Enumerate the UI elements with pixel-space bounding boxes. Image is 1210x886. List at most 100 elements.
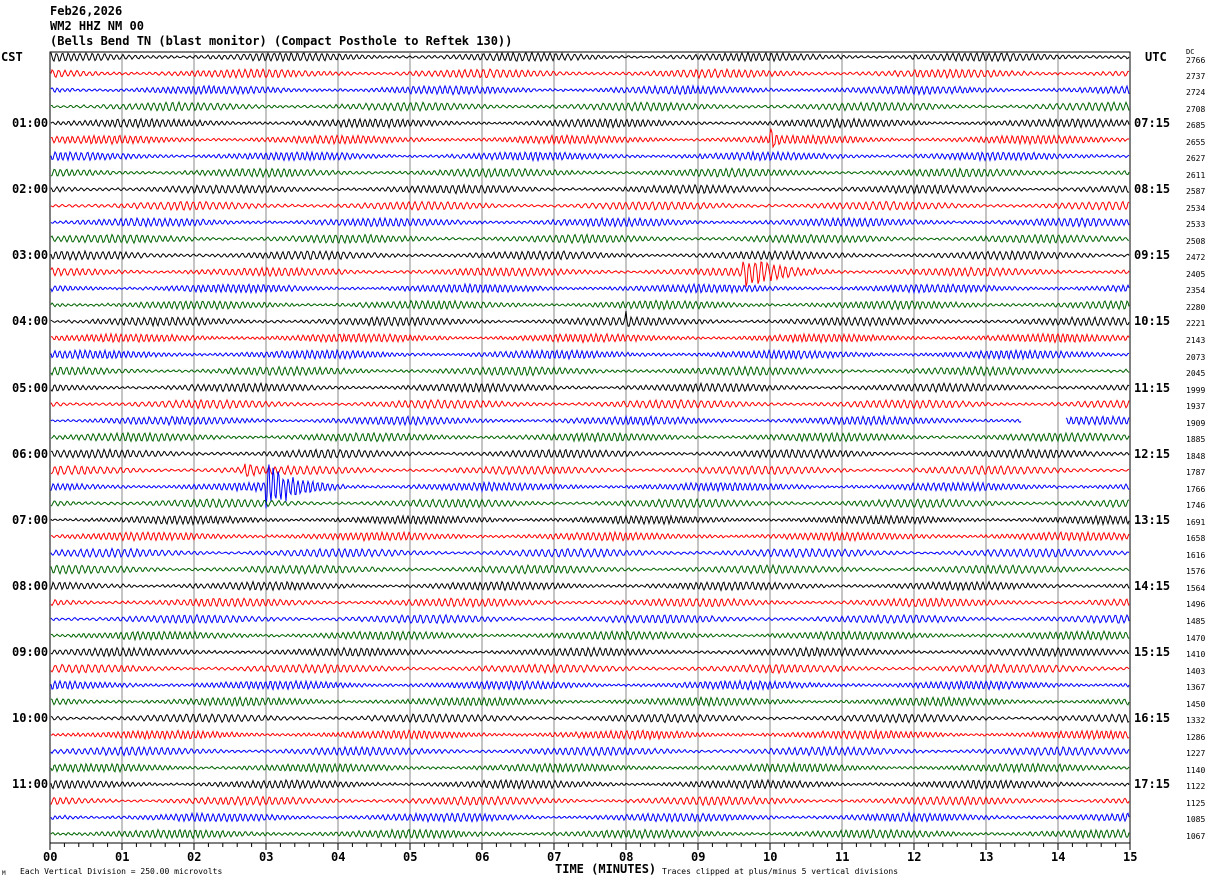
x-tick-label: 11 — [835, 850, 850, 864]
title-station: WM2 HHZ NM 00 — [50, 19, 144, 33]
dc-offset-label: 2724 — [1186, 88, 1206, 98]
dc-offset-label: 1122 — [1186, 782, 1206, 792]
seismic-trace — [50, 464, 1130, 509]
seismic-trace — [50, 530, 1130, 543]
utc-axis-title: UTC — [1145, 50, 1167, 64]
x-tick-label: 05 — [403, 850, 418, 864]
dc-offset-label: 2685 — [1186, 121, 1206, 131]
utc-time-label: 14:15 — [1134, 578, 1171, 593]
dc-offset-label: 2611 — [1186, 170, 1206, 180]
dc-offset-label: 1367 — [1186, 683, 1206, 693]
dc-offset-label: 2280 — [1186, 302, 1206, 312]
dc-offset-label: 2472 — [1186, 253, 1206, 263]
dc-offset-label: 2708 — [1186, 104, 1206, 114]
dc-offset-label: 1227 — [1186, 749, 1206, 759]
dc-offset-label: 1140 — [1186, 765, 1206, 775]
seismic-trace — [50, 745, 1130, 757]
seismic-trace — [50, 84, 1130, 96]
seismic-trace — [50, 795, 1130, 807]
dc-offset-label: 1937 — [1186, 402, 1206, 412]
seismic-trace — [50, 348, 1130, 361]
dc-offset-label: 2354 — [1186, 286, 1206, 296]
dc-offset-label: 1496 — [1186, 600, 1206, 610]
seismic-trace — [50, 828, 1130, 840]
dc-offset-label: 1403 — [1186, 666, 1206, 676]
dc-offset-label: 1848 — [1186, 451, 1206, 461]
dc-offset-label: 2766 — [1186, 56, 1206, 65]
seismic-trace — [50, 282, 1130, 295]
utc-time-label: 17:15 — [1134, 777, 1171, 792]
cst-time-label: 07:00 — [12, 512, 49, 527]
seismic-trace — [50, 200, 1130, 212]
x-tick-label: 15 — [1123, 850, 1138, 864]
seismic-trace — [50, 811, 1130, 824]
cst-time-label: 08:00 — [12, 578, 49, 593]
x-tick-label: 09 — [691, 850, 706, 864]
seismic-trace — [50, 563, 1130, 576]
dc-offset-label: 1564 — [1186, 583, 1206, 593]
x-tick-label: 03 — [259, 850, 274, 864]
dc-title: DC — [1186, 48, 1195, 56]
seismic-trace — [50, 761, 1130, 774]
seismic-trace — [50, 547, 1130, 559]
dc-offset-label: 2073 — [1186, 352, 1206, 362]
utc-time-label: 11:15 — [1134, 380, 1171, 395]
dc-offset-label: 1286 — [1186, 732, 1206, 742]
x-tick-label: 02 — [187, 850, 202, 864]
seismic-trace — [50, 299, 1130, 311]
utc-time-label: 07:15 — [1134, 116, 1171, 131]
seismic-trace — [50, 150, 1130, 163]
seismic-trace — [50, 100, 1130, 113]
dc-offset-label: 2627 — [1186, 154, 1206, 164]
dc-offset-label: 1746 — [1186, 501, 1206, 511]
dc-offset-label: 2587 — [1186, 187, 1206, 197]
x-tick-label: 00 — [43, 850, 58, 864]
cst-time-label: 06:00 — [12, 446, 49, 461]
utc-time-label: 10:15 — [1134, 314, 1171, 329]
footer-scale: Each Vertical Division = 250.00 microvol… — [20, 867, 223, 876]
dc-offset-label: 2405 — [1186, 269, 1206, 279]
cst-time-label: 02:00 — [12, 182, 49, 197]
x-tick-label: 04 — [331, 850, 346, 864]
seismic-trace — [50, 447, 1130, 460]
utc-time-label: 16:15 — [1134, 711, 1171, 726]
seismic-trace — [50, 613, 1130, 625]
dc-offset-label: 1766 — [1186, 484, 1206, 494]
dc-offset-label: 1691 — [1186, 517, 1206, 527]
dc-offset-label: 1450 — [1186, 699, 1206, 709]
seismic-trace — [50, 678, 1130, 692]
seismic-trace — [50, 414, 1130, 427]
cst-time-label: 09:00 — [12, 645, 49, 660]
seismic-trace — [50, 398, 1130, 410]
seismic-trace — [50, 381, 1130, 394]
seismic-trace — [50, 233, 1129, 245]
x-tick-label: 06 — [475, 850, 490, 864]
dc-offset-label: 1885 — [1186, 435, 1206, 445]
dc-offset-label: 2143 — [1186, 336, 1206, 345]
utc-time-label: 15:15 — [1134, 645, 1171, 660]
seismic-trace — [50, 629, 1130, 642]
dc-offset-label: 1470 — [1186, 633, 1206, 643]
seismic-trace — [50, 663, 1130, 675]
dc-offset-label: 1999 — [1186, 385, 1206, 395]
seismic-trace — [50, 51, 1130, 63]
seismic-trace — [50, 67, 1130, 80]
seismic-trace — [50, 514, 1130, 527]
seismic-trace — [50, 117, 1130, 130]
dc-offset-label: 2533 — [1186, 220, 1206, 230]
x-tick-label: 14 — [1051, 850, 1066, 864]
dc-offset-label: 2045 — [1186, 369, 1206, 379]
seismic-trace — [50, 127, 1130, 149]
dc-offset-label: 1787 — [1186, 468, 1206, 478]
seismic-trace — [50, 646, 1130, 658]
dc-offset-label: 1485 — [1186, 617, 1206, 627]
seismic-trace — [51, 331, 1130, 344]
seismic-trace — [50, 365, 1130, 377]
dc-offset-label: 1658 — [1186, 534, 1206, 544]
title-description: (Bells Bend TN (blast monitor) (Compact … — [50, 34, 513, 48]
dc-offset-label: 1909 — [1186, 418, 1206, 428]
utc-time-label: 12:15 — [1134, 446, 1171, 461]
dc-offset-label: 1067 — [1186, 831, 1206, 841]
seismic-trace — [50, 216, 1130, 229]
